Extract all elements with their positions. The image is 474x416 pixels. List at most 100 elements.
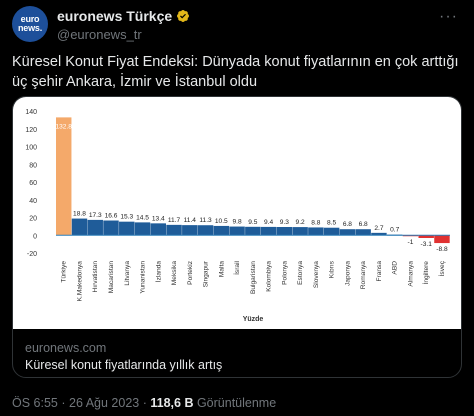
- category-label-17: Kıbrıs: [329, 260, 336, 278]
- bar-23: [418, 235, 434, 239]
- bar-4: [119, 221, 135, 236]
- category-label-24: İsveç: [437, 260, 446, 276]
- bar-18: [339, 229, 356, 236]
- category-label-5: Yunanistan: [140, 261, 147, 294]
- category-label-23: İngiltere: [421, 261, 430, 285]
- data-label-1: 18.8: [73, 211, 86, 218]
- meta-separator: ·: [61, 396, 66, 410]
- bar-0: [56, 117, 72, 236]
- data-label-20: 2.7: [374, 225, 383, 232]
- category-label-8: Portekiz: [187, 261, 194, 285]
- data-label-4: 15.3: [120, 214, 133, 221]
- bar-8: [182, 225, 198, 236]
- card-title: Küresel konut fiyatlarında yıllık artış: [25, 358, 223, 372]
- category-label-19: Romanya: [360, 261, 367, 290]
- x-axis-label: Yüzde: [243, 316, 264, 323]
- category-label-4: Litvanya: [124, 261, 131, 286]
- category-label-16: Slovenya: [313, 261, 320, 288]
- category-label-22: Almanya: [407, 261, 414, 287]
- bar-20: [371, 232, 387, 236]
- y-tick-label-8: -20: [27, 251, 37, 258]
- y-tick-label-7: 0: [33, 233, 37, 240]
- data-label-14: 9.3: [280, 219, 289, 226]
- category-label-0: Türkiye: [61, 261, 68, 283]
- link-card[interactable]: 140 120 100 80 60 40 20 0 -20 132.8 18.8 17.3 16.6 15…: [12, 96, 462, 378]
- category-label-7: Meksika: [171, 261, 178, 286]
- bar-7: [166, 224, 182, 236]
- ellipsis-icon[interactable]: ···: [439, 8, 458, 25]
- bar-chart: 140 120 100 80 60 40 20 0 -20 132.8 18.8 17.3 16.6 15…: [25, 109, 450, 323]
- category-label-15: Estonya: [297, 261, 304, 285]
- verified-badge-icon: [177, 10, 190, 22]
- data-label-0: 132.8: [55, 123, 72, 130]
- views-label: Görüntülenme: [196, 396, 277, 410]
- data-label-18: 6.8: [343, 221, 352, 228]
- category-label-21: ABD: [392, 261, 399, 275]
- data-label-5: 14.5: [136, 214, 149, 221]
- bar-19: [355, 229, 371, 236]
- y-tick-label-5: 40: [29, 198, 37, 205]
- tweet-date[interactable]: 26 Ağu 2023: [69, 396, 140, 410]
- data-label-15: 9.2: [296, 219, 305, 226]
- chart-image: 140 120 100 80 60 40 20 0 -20 132.8 18.8 17.3 16.6 15…: [13, 97, 461, 329]
- bar-17: [323, 227, 340, 236]
- card-domain: euronews.com: [25, 341, 107, 355]
- y-tick-label-4: 60: [29, 180, 37, 187]
- category-label-2: Hırvatistan: [92, 261, 99, 293]
- data-label-7: 11.7: [168, 217, 181, 224]
- bar-11: [229, 226, 245, 236]
- data-label-3: 16.6: [105, 213, 118, 220]
- bar-15: [292, 227, 308, 236]
- data-label-12: 9.5: [248, 219, 257, 226]
- category-label-20: Fransa: [376, 261, 383, 282]
- category-label-3: Macaristan: [108, 261, 115, 294]
- category-label-11: İsrail: [232, 260, 241, 274]
- data-label-9: 11.3: [199, 217, 212, 224]
- data-label-19: 6.8: [359, 221, 368, 228]
- y-tick-label-3: 80: [29, 162, 37, 169]
- meta-separator-2: ·: [142, 396, 147, 410]
- handle[interactable]: @euronews_tr: [57, 27, 142, 42]
- data-label-17: 8.5: [327, 220, 336, 227]
- bar-16: [308, 227, 324, 236]
- bar-5: [134, 222, 151, 236]
- data-label-6: 13.4: [152, 215, 165, 222]
- category-label-13: Kolombiya: [266, 261, 273, 292]
- avatar-text-line1: euro: [20, 14, 40, 24]
- y-tick-label-0: 140: [25, 109, 37, 116]
- data-label-24: -8.8: [436, 246, 448, 253]
- tweet-meta: ÖS 6:55 · 26 Ağu 2023 · 118,6 B Görüntül…: [12, 396, 276, 410]
- data-label-8: 11.4: [184, 217, 197, 224]
- category-label-12: Bulgaristan: [250, 261, 257, 294]
- category-label-10: Malta: [218, 261, 225, 277]
- bar-2: [87, 219, 103, 236]
- bar-3: [103, 220, 119, 236]
- category-label-1: K.Makedonya: [76, 261, 83, 302]
- tweet-text: Küresel Konut Fiyat Endeksi: Dünyada kon…: [12, 54, 459, 90]
- bar-9: [197, 225, 214, 236]
- avatar-text-line2: news.: [17, 23, 42, 33]
- bar-13: [260, 226, 277, 236]
- data-label-2: 17.3: [89, 212, 102, 219]
- data-label-16: 8.8: [311, 219, 320, 226]
- tweet-time[interactable]: ÖS 6:55: [12, 396, 58, 410]
- avatar[interactable]: euro news.: [12, 6, 48, 42]
- bar-14: [276, 226, 293, 236]
- category-label-18: Japonya: [344, 261, 351, 286]
- name-row: euronews Türkçe: [57, 8, 190, 24]
- data-label-11: 9.8: [232, 219, 241, 226]
- tweet-header: euro news. euronews Türkçe @euronews_tr …: [12, 6, 462, 42]
- category-label-9: Singapur: [203, 260, 210, 287]
- display-name[interactable]: euronews Türkçe: [57, 8, 173, 24]
- bar-1: [71, 218, 88, 236]
- y-tick-label-1: 120: [25, 127, 37, 134]
- category-label-6: İzlanda: [153, 261, 162, 283]
- y-tick-label-6: 20: [29, 216, 37, 223]
- views-count: 118,6 B: [150, 396, 194, 410]
- bar-24: [434, 235, 450, 244]
- data-label-22: -1: [408, 239, 414, 246]
- bar-12: [245, 226, 261, 236]
- bar-6: [150, 223, 167, 236]
- category-label-14: Polonya: [281, 261, 288, 285]
- data-label-23: -3.1: [421, 241, 433, 248]
